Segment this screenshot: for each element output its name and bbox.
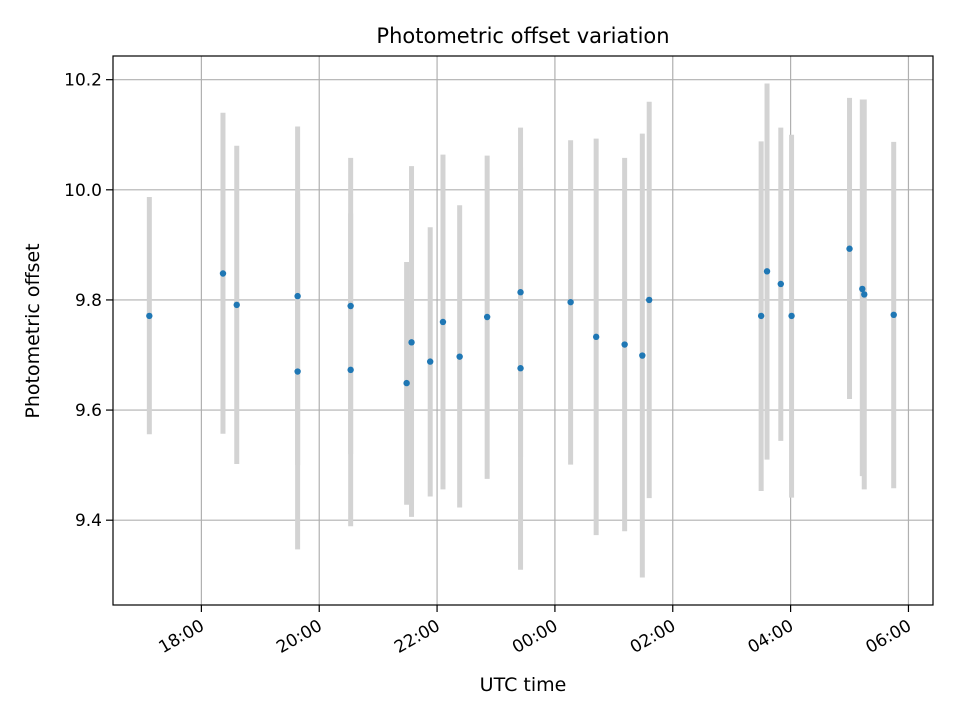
data-point [592,333,600,341]
data-point [517,289,524,296]
x-axis-label: UTC time [480,674,567,696]
data-point [639,352,646,359]
y-tick-label: 9.6 [75,401,102,421]
data-point [294,368,301,375]
data-point [483,313,491,321]
data-point [890,311,897,319]
y-axis-ticks: 9.4 9.6 9.8 10.0 10.2 [64,71,113,531]
y-tick-label: 9.4 [75,511,102,531]
data-point [861,291,868,298]
plot-area-frame [112,55,934,606]
data-point [859,285,866,293]
data-point [757,312,765,320]
data-points [146,245,897,387]
data-point [347,302,354,310]
data-point [763,268,771,275]
data-point [777,280,784,288]
data-point [846,245,853,252]
data-point [645,296,653,304]
data-point [621,341,628,348]
y-tick-label: 10.2 [64,71,102,91]
data-point [347,366,354,374]
data-point [426,358,434,365]
data-point [294,292,301,300]
data-point [219,270,227,277]
data-point [788,312,795,320]
data-point [233,301,240,309]
data-point [403,379,410,387]
data-point [517,365,524,372]
data-point [408,339,415,346]
y-axis-label: Photometric offset [22,243,44,418]
data-point [456,353,463,360]
chart-title: Photometric offset variation [376,24,669,48]
data-point [567,298,574,306]
y-tick-label: 10.0 [64,181,102,201]
data-point [146,312,153,320]
data-point [439,318,447,326]
y-tick-label: 9.8 [75,291,102,311]
